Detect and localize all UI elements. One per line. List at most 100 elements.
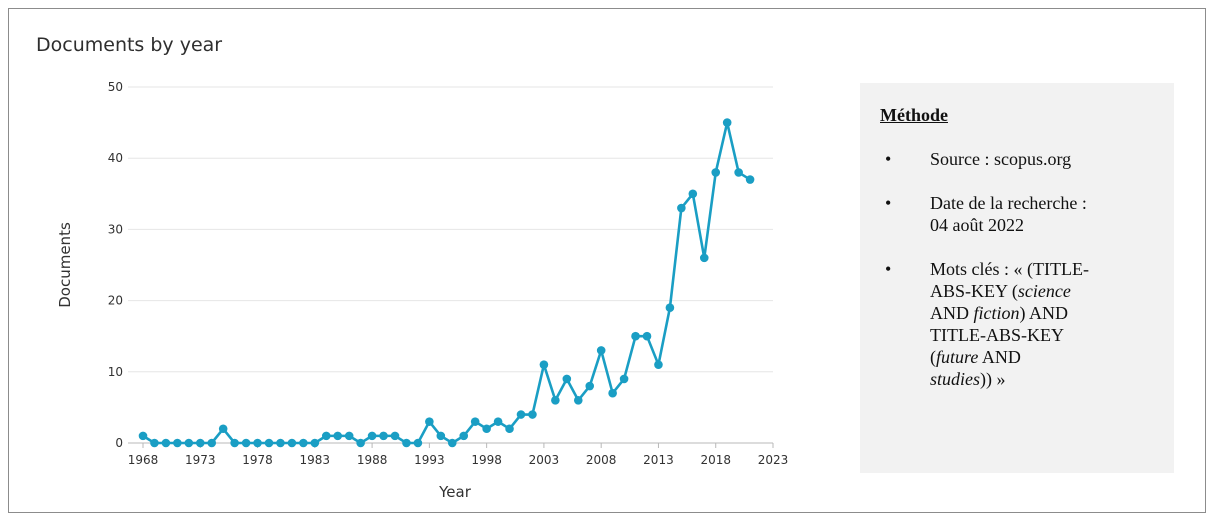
y-tick-label-10: 10 xyxy=(108,365,123,379)
y-axis-label: Documents xyxy=(56,222,74,308)
series-line xyxy=(142,121,751,445)
data-point-2003[interactable] xyxy=(539,360,549,369)
data-point-1996[interactable] xyxy=(459,431,469,441)
x-axis-ticks: 1968 1973 1978 1983 1988 1993 1998 2003 2008 2013… xyxy=(128,443,789,467)
method-item-date: Date de la recherche : 04 août 2022 xyxy=(880,192,1154,236)
data-point-1973[interactable] xyxy=(195,438,205,448)
data-point-1985[interactable] xyxy=(333,431,343,441)
data-point-1981[interactable] xyxy=(287,438,297,448)
y-axis-ticks: 0 10 20 30 40 50 xyxy=(108,80,123,450)
x-tick-label-1993: 1993 xyxy=(414,453,445,467)
data-point-2018[interactable] xyxy=(711,168,721,177)
data-point-1980[interactable] xyxy=(276,438,285,448)
x-tick-label-2013: 2013 xyxy=(643,453,674,467)
y-tick-label-50: 50 xyxy=(108,80,123,94)
data-point-1990[interactable] xyxy=(390,431,400,441)
data-point-1979[interactable] xyxy=(264,438,274,448)
x-tick-label-2003: 2003 xyxy=(529,453,560,467)
data-point-1977[interactable] xyxy=(241,438,251,448)
method-source-text: Source : scopus.org xyxy=(930,149,1072,169)
kw-line5a: ( xyxy=(930,347,936,367)
data-point-1995[interactable] xyxy=(447,438,457,448)
data-point-1984[interactable] xyxy=(321,431,331,441)
data-point-2007[interactable] xyxy=(585,381,595,391)
method-list: Source : scopus.org Date de la recherche… xyxy=(880,148,1154,390)
data-point-1982[interactable] xyxy=(299,438,308,448)
data-point-1997[interactable] xyxy=(470,417,480,426)
method-item-keywords: Mots clés : « (TITLE- ABS-KEY (science A… xyxy=(880,258,1154,390)
x-tick-label-1973: 1973 xyxy=(185,453,216,467)
kw-line2: ABS-KEY ( xyxy=(930,281,1018,301)
data-point-2019[interactable] xyxy=(722,118,732,127)
method-item-source: Source : scopus.org xyxy=(880,148,1154,170)
x-tick-label-1983: 1983 xyxy=(300,453,331,467)
kw-science: science xyxy=(1017,281,1071,301)
x-tick-label-1998: 1998 xyxy=(471,453,502,467)
data-point-2006[interactable] xyxy=(573,395,583,405)
data-point-1999[interactable] xyxy=(493,417,503,426)
data-point-2000[interactable] xyxy=(505,424,514,434)
kw-line3b: ) AND xyxy=(1019,303,1069,323)
data-point-1998[interactable] xyxy=(482,424,491,434)
data-point-2002[interactable] xyxy=(528,410,537,419)
data-point-1994[interactable] xyxy=(436,431,446,441)
kw-studies: studies xyxy=(930,369,981,389)
data-point-2017[interactable] xyxy=(699,253,709,263)
kw-future: future xyxy=(936,347,979,367)
data-point-1974[interactable] xyxy=(207,438,217,448)
method-date-line2: 04 août 2022 xyxy=(930,215,1024,235)
y-tick-label-40: 40 xyxy=(108,151,123,165)
data-point-1971[interactable] xyxy=(173,438,182,448)
data-point-1975[interactable] xyxy=(218,424,228,434)
method-date-line1: Date de la recherche : xyxy=(930,193,1087,213)
data-point-1986[interactable] xyxy=(344,431,354,441)
data-point-2008[interactable] xyxy=(596,346,606,355)
x-axis-label: Year xyxy=(438,483,472,501)
kw-line6b: )) » xyxy=(980,369,1006,389)
method-box: Méthode Source : scopus.org Date de la r… xyxy=(860,83,1174,473)
data-point-1989[interactable] xyxy=(379,431,388,441)
x-tick-label-1978: 1978 xyxy=(242,453,273,467)
data-point-2014[interactable] xyxy=(665,303,675,313)
x-tick-label-2008: 2008 xyxy=(586,453,617,467)
data-point-2010[interactable] xyxy=(619,374,629,384)
data-point-1968[interactable] xyxy=(138,431,148,441)
data-point-2005[interactable] xyxy=(562,374,572,384)
data-point-2013[interactable] xyxy=(654,360,663,369)
kw-line5b: AND xyxy=(978,347,1021,367)
x-tick-label-1988: 1988 xyxy=(357,453,388,467)
y-tick-label-30: 30 xyxy=(108,222,123,236)
y-tick-label-0: 0 xyxy=(115,436,123,450)
gridlines xyxy=(128,86,773,444)
data-point-1991[interactable] xyxy=(402,438,411,448)
data-point-2015[interactable] xyxy=(677,203,686,213)
data-point-1976[interactable] xyxy=(230,438,239,448)
x-tick-label-2023: 2023 xyxy=(758,453,789,467)
chart-title: Documents by year xyxy=(36,34,223,56)
kw-line3: AND xyxy=(930,303,974,323)
data-point-1987[interactable] xyxy=(356,438,365,448)
data-point-2009[interactable] xyxy=(608,388,617,398)
method-title: Méthode xyxy=(880,105,948,125)
data-point-1988[interactable] xyxy=(367,431,377,441)
data-point-2004[interactable] xyxy=(551,395,560,405)
data-point-1969[interactable] xyxy=(150,438,159,448)
x-tick-label-2018: 2018 xyxy=(700,453,731,467)
data-point-2021[interactable] xyxy=(745,175,755,184)
data-point-2012[interactable] xyxy=(642,331,652,341)
kw-line1: Mots clés : « (TITLE- xyxy=(930,259,1089,279)
data-point-2011[interactable] xyxy=(631,331,640,341)
data-point-2001[interactable] xyxy=(516,410,526,419)
data-point-1978[interactable] xyxy=(253,438,262,448)
series-documents xyxy=(138,118,755,448)
y-tick-label-20: 20 xyxy=(108,294,123,308)
kw-fiction: fiction xyxy=(973,303,1020,323)
data-point-2020[interactable] xyxy=(734,168,743,177)
data-point-1993[interactable] xyxy=(425,417,434,426)
data-point-1983[interactable] xyxy=(310,438,320,448)
data-point-1972[interactable] xyxy=(184,438,194,448)
data-point-1970[interactable] xyxy=(161,438,171,448)
data-point-2016[interactable] xyxy=(688,189,698,199)
data-point-1992[interactable] xyxy=(413,438,423,448)
